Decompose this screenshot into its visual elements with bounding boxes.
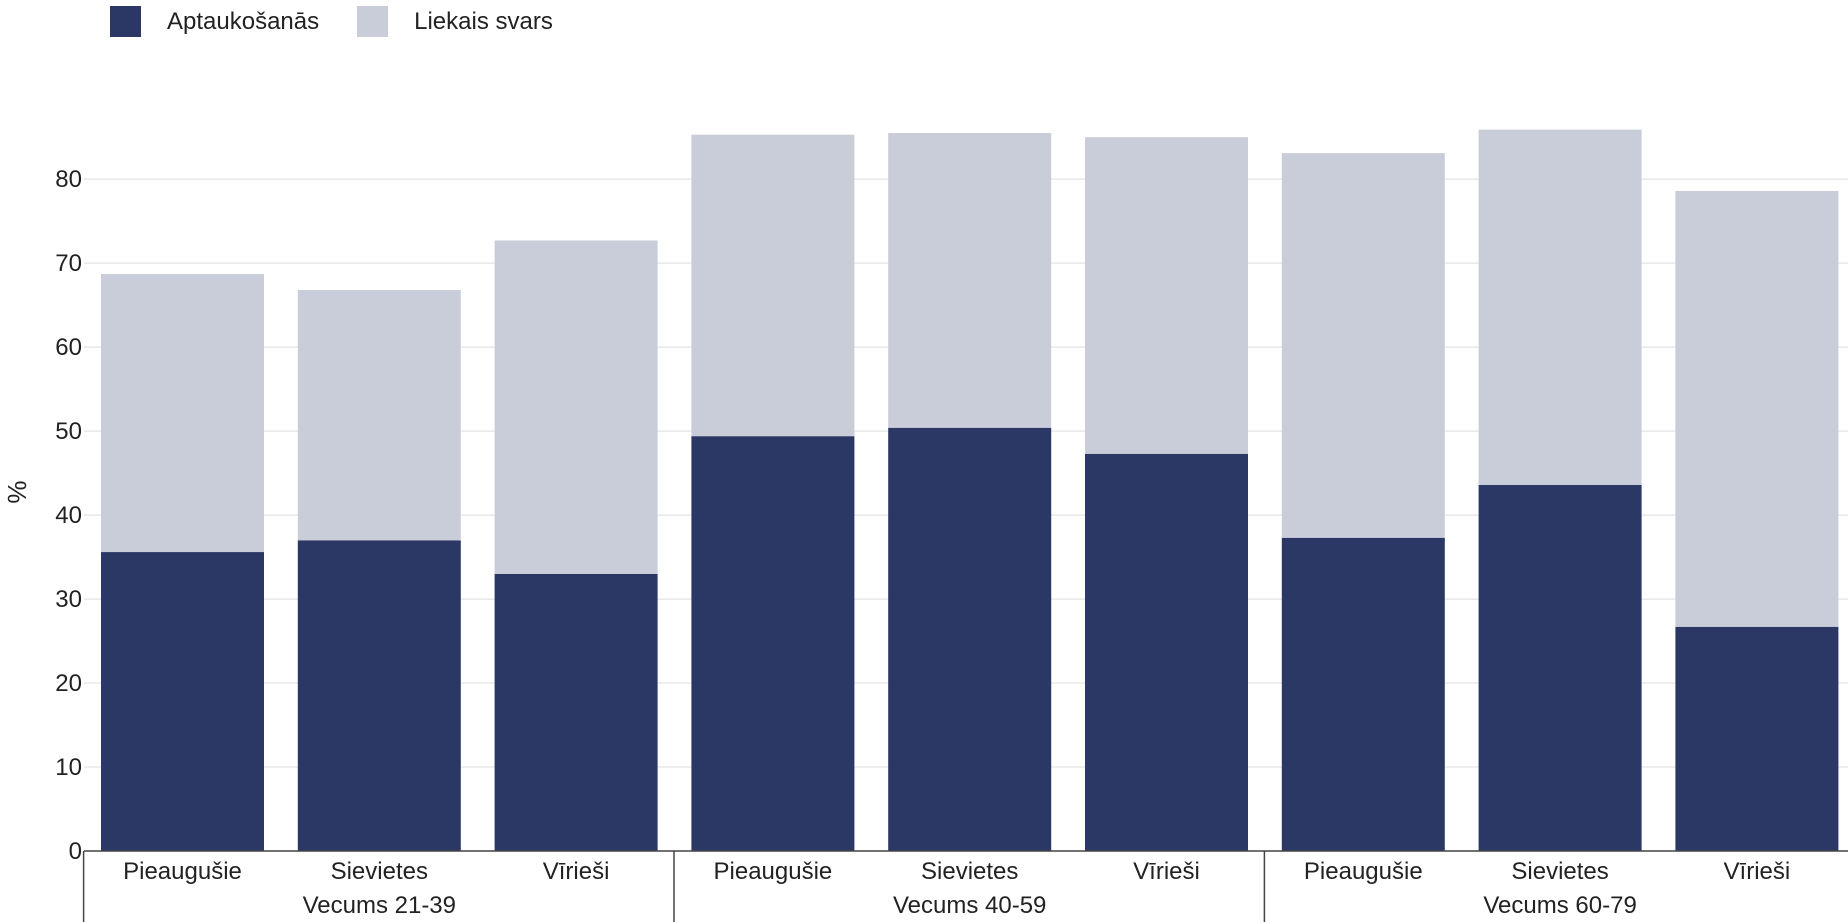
legend-item-obesity: Aptaukošanās: [110, 6, 319, 37]
group-label: Vecums 21-39: [303, 892, 456, 919]
bar-overweight: [1085, 137, 1248, 454]
legend-label-obesity: Aptaukošanās: [167, 7, 320, 35]
bar-obesity: [494, 573, 658, 851]
bar-obesity: [1281, 537, 1445, 851]
y-tick-label: 20: [55, 670, 82, 697]
x-tick-label: Pieaugušie: [714, 858, 833, 885]
y-tick-label: 30: [55, 586, 82, 613]
legend: Aptaukošanās Liekais svars: [110, 6, 591, 37]
bar-obesity: [691, 436, 855, 851]
x-tick-label: Vīrieši: [543, 858, 610, 885]
x-tick-label: Sievietes: [331, 858, 428, 885]
x-tick-label: Pieaugušie: [1304, 858, 1423, 885]
y-tick-label: 70: [55, 250, 82, 277]
bar-obesity: [1478, 484, 1642, 851]
x-tick-label: Vīrieši: [1724, 858, 1791, 885]
bar-overweight: [297, 290, 461, 541]
bar-overweight: [1478, 129, 1642, 485]
legend-label-overweight: Liekais svars: [414, 7, 553, 35]
bar-obesity: [1085, 453, 1248, 851]
bar-overweight: [691, 134, 855, 437]
x-tick-label: Sievietes: [921, 858, 1018, 885]
legend-swatch-obesity: [110, 6, 141, 37]
y-axis-label: %: [2, 480, 32, 503]
bar-obesity: [101, 552, 264, 851]
bar-obesity: [888, 427, 1052, 851]
bar-overweight: [494, 240, 658, 574]
bar-overweight: [1675, 190, 1839, 627]
bar-obesity: [1675, 626, 1839, 851]
legend-swatch-overweight: [357, 6, 389, 37]
legend-item-overweight: Liekais svars: [357, 6, 553, 37]
y-tick-label: 50: [55, 418, 82, 445]
x-tick-label: Vīrieši: [1133, 858, 1200, 885]
group-label: Vecums 60-79: [1483, 892, 1636, 919]
y-tick-label: 60: [55, 334, 82, 361]
bar-overweight: [101, 274, 264, 553]
group-label: Vecums 40-59: [893, 892, 1046, 919]
y-tick-label: 40: [55, 502, 82, 529]
bar-overweight: [888, 133, 1052, 428]
y-tick-label: 80: [55, 166, 82, 193]
y-tick-label: 10: [55, 754, 82, 781]
x-tick-label: Pieaugušie: [123, 858, 242, 885]
bar-obesity: [297, 540, 461, 851]
x-tick-label: Sievietes: [1511, 858, 1608, 885]
y-tick-label: 0: [69, 838, 82, 865]
bar-overweight: [1281, 153, 1445, 538]
